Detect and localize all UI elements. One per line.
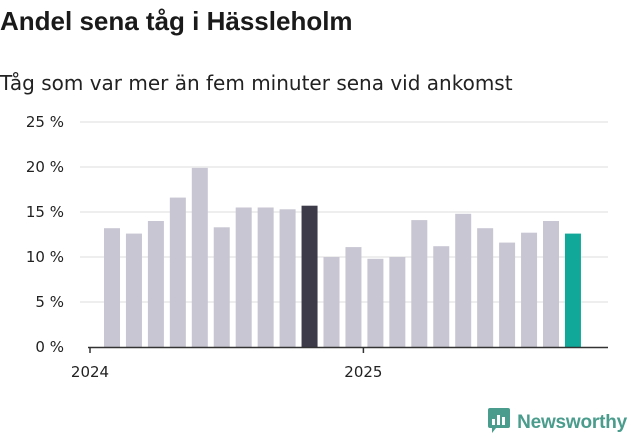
bar — [521, 232, 538, 347]
bar — [389, 257, 406, 347]
newsworthy-logo-text: Newsworthy — [517, 412, 627, 433]
y-tick-label: 20 % — [26, 158, 64, 176]
y-tick-label: 5 % — [35, 293, 64, 311]
bar — [323, 257, 340, 347]
x-tick-label: 2025 — [344, 363, 382, 381]
chart-title: Andel sena tåg i Hässleholm — [0, 6, 353, 36]
y-tick-label: 10 % — [26, 248, 64, 266]
bar — [367, 258, 384, 347]
y-tick-label: 0 % — [35, 338, 64, 356]
bar — [345, 247, 362, 347]
bar — [543, 221, 559, 347]
bar — [169, 197, 186, 347]
y-tick-label: 15 % — [26, 203, 64, 221]
chart-subtitle: Tåg som var mer än fem minuter sena vid … — [0, 71, 513, 95]
bar — [213, 227, 230, 347]
bar — [564, 233, 581, 347]
bar — [455, 213, 472, 347]
newsworthy-logo: Newsworthy — [487, 408, 627, 438]
bar — [104, 228, 120, 347]
bar — [301, 205, 318, 347]
bar — [433, 246, 450, 347]
bar — [477, 228, 494, 347]
bar — [235, 207, 252, 347]
bar — [191, 167, 208, 347]
bar — [499, 242, 516, 347]
bar — [147, 221, 164, 347]
newsworthy-logo-icon — [487, 406, 511, 440]
bar — [411, 220, 428, 347]
y-tick-label: 25 % — [26, 113, 64, 131]
x-tick-label: 2024 — [71, 363, 109, 381]
bar — [257, 207, 274, 347]
bar — [125, 233, 142, 347]
bar — [279, 209, 296, 347]
